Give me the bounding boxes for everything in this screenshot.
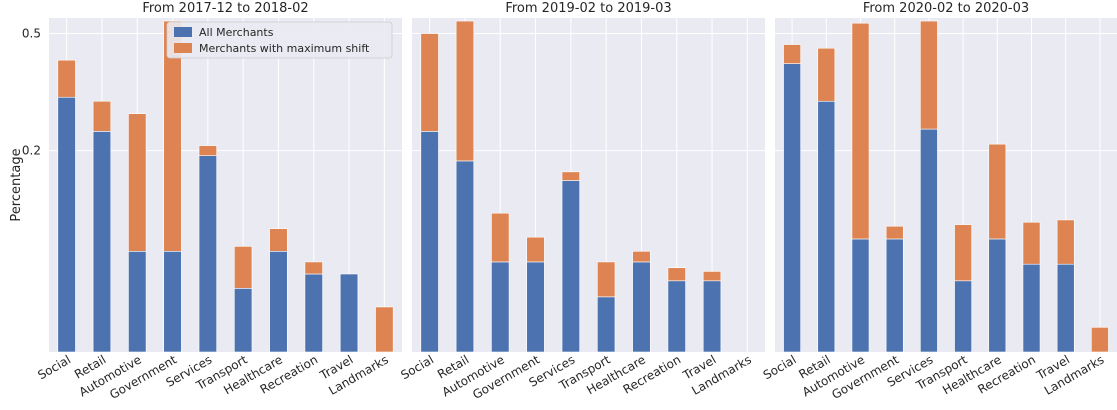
bar-all-merchants-healthcare bbox=[269, 250, 288, 353]
bar-max-shift-retail bbox=[92, 100, 112, 132]
bar-all-merchants-travel bbox=[339, 273, 359, 353]
legend-box bbox=[166, 21, 393, 59]
bar-max-shift-social bbox=[57, 59, 76, 98]
chart-panel-2: From 2019-02 to 2019-03SocialRetailAutom… bbox=[398, 1, 765, 402]
bar-all-merchants-government bbox=[526, 261, 545, 353]
chart-panel-3: From 2020-02 to 2020-03SocialRetailAutom… bbox=[761, 1, 1117, 402]
bar-all-merchants-travel bbox=[702, 280, 722, 353]
bar-all-merchants-government bbox=[163, 250, 182, 353]
bar-all-merchants-travel bbox=[1056, 263, 1075, 353]
bar-max-shift-transport bbox=[597, 261, 616, 298]
bar-max-shift-recreation bbox=[667, 267, 686, 282]
x-tick-label: Social bbox=[761, 352, 799, 382]
legend-label: Merchants with maximum shift bbox=[199, 42, 370, 55]
bar-max-shift-government bbox=[163, 20, 182, 252]
bar-all-merchants-automotive bbox=[851, 238, 870, 353]
bar-max-shift-government bbox=[885, 225, 904, 240]
panel-title: From 2019-02 to 2019-03 bbox=[505, 1, 671, 16]
bar-all-merchants-recreation bbox=[1022, 263, 1041, 353]
bar-all-merchants-retail bbox=[817, 100, 836, 353]
legend-swatch bbox=[174, 27, 192, 37]
bar-max-shift-travel bbox=[1056, 219, 1075, 265]
bar-all-merchants-social bbox=[420, 131, 439, 353]
bar-max-shift-automotive bbox=[128, 113, 147, 252]
bar-max-shift-healthcare bbox=[988, 143, 1007, 240]
bar-max-shift-government bbox=[526, 236, 545, 263]
bar-all-merchants-social bbox=[783, 63, 801, 353]
bar-all-merchants-transport bbox=[234, 288, 253, 353]
legend: All Merchants Merchants with maximum shif… bbox=[166, 21, 393, 59]
bar-all-merchants-retail bbox=[92, 131, 112, 353]
bar-all-merchants-transport bbox=[597, 296, 616, 353]
bar-all-merchants-automotive bbox=[128, 250, 147, 353]
bar-all-merchants-services bbox=[561, 180, 580, 353]
bar-all-merchants-automotive bbox=[491, 261, 510, 353]
bar-all-merchants-services bbox=[920, 128, 938, 353]
bar-max-shift-transport bbox=[954, 224, 972, 282]
bar-max-shift-healthcare bbox=[632, 250, 651, 263]
bar-all-merchants-retail bbox=[455, 160, 475, 353]
bar-all-merchants-government bbox=[885, 238, 904, 353]
y-tick-label: 0.2 bbox=[22, 144, 41, 158]
bar-max-shift-transport bbox=[234, 246, 253, 289]
x-tick-label: Social bbox=[35, 352, 73, 382]
bar-max-shift-automotive bbox=[851, 22, 870, 240]
bar-max-shift-landmarks bbox=[1091, 327, 1109, 353]
y-axis-label: Percentage bbox=[9, 148, 24, 221]
bar-max-shift-retail bbox=[817, 47, 836, 102]
bar-max-shift-healthcare bbox=[269, 228, 288, 252]
bar-max-shift-social bbox=[420, 33, 439, 132]
legend-label: All Merchants bbox=[199, 26, 274, 39]
bar-max-shift-travel bbox=[702, 271, 722, 282]
bar-max-shift-landmarks bbox=[375, 306, 394, 353]
bar-max-shift-retail bbox=[455, 20, 475, 162]
bar-max-shift-social bbox=[783, 44, 801, 64]
bar-all-merchants-social bbox=[57, 96, 76, 353]
bar-max-shift-services bbox=[198, 145, 217, 156]
bar-all-merchants-recreation bbox=[304, 273, 323, 353]
bar-max-shift-services bbox=[561, 171, 580, 181]
y-tick-label: 0.5 bbox=[22, 27, 41, 41]
x-tick-label: Social bbox=[398, 352, 436, 382]
bar-max-shift-recreation bbox=[304, 261, 323, 275]
bar-all-merchants-healthcare bbox=[632, 261, 651, 353]
bar-max-shift-services bbox=[920, 20, 938, 130]
bar-all-merchants-healthcare bbox=[988, 238, 1007, 353]
bar-max-shift-automotive bbox=[491, 212, 510, 263]
legend-swatch bbox=[174, 43, 192, 53]
panel-title: From 2020-02 to 2020-03 bbox=[863, 1, 1029, 16]
panel-title: From 2017-12 to 2018-02 bbox=[142, 1, 308, 16]
bar-all-merchants-transport bbox=[954, 280, 972, 353]
bar-all-merchants-services bbox=[198, 155, 217, 353]
bar-max-shift-recreation bbox=[1022, 221, 1041, 265]
bar-all-merchants-recreation bbox=[667, 280, 686, 353]
